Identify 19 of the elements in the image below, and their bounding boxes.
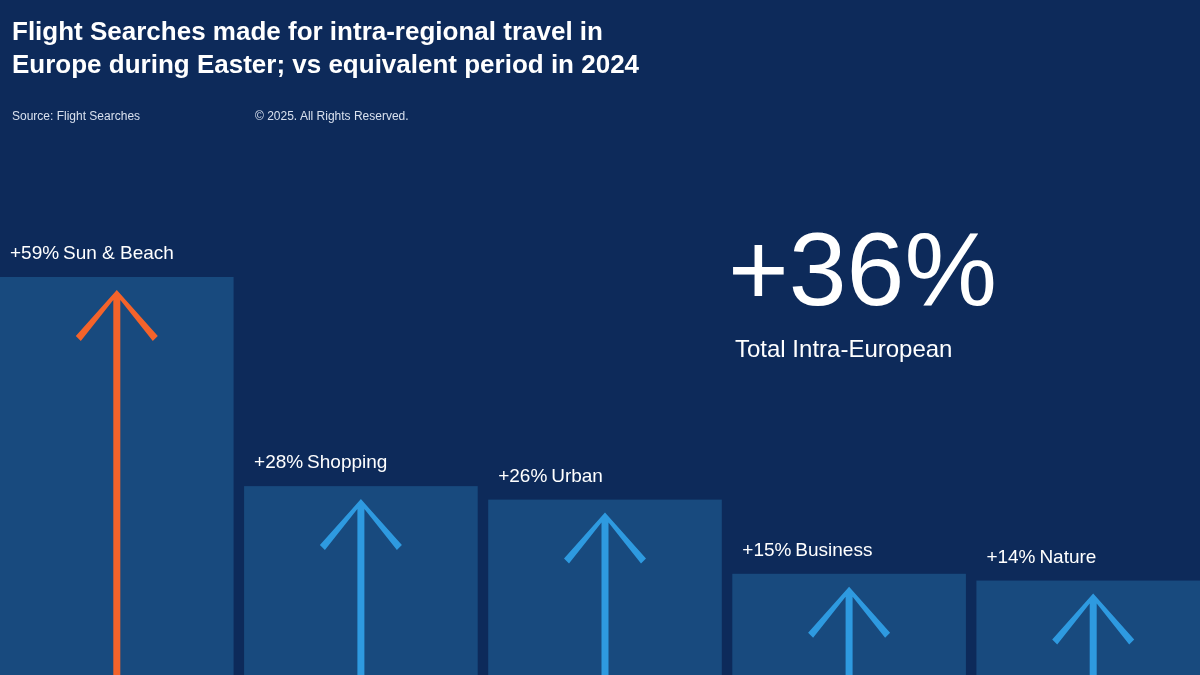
data-label: +59% xyxy=(10,242,60,263)
bar xyxy=(244,486,478,675)
text: © 2025. All Rights Reserved. xyxy=(255,109,409,123)
chart-title: Flight Searches made for intra-regional travel in Europe during Easter; vs equivalent period in 2024 xyxy=(12,16,640,79)
bar xyxy=(0,277,234,675)
x-tick-label: Business xyxy=(795,538,873,560)
data-label: +14% xyxy=(986,545,1036,567)
bar xyxy=(488,499,722,675)
data-label: +15% xyxy=(742,538,792,560)
data-label: +26% xyxy=(498,464,548,486)
annotation: Total Intra-European xyxy=(735,335,953,362)
annotation: +36% xyxy=(728,211,997,327)
source-note: Source: Flight Searches xyxy=(12,109,141,123)
bar xyxy=(732,573,966,675)
x-tick-label: Sun & Beach xyxy=(63,242,174,263)
x-tick-label: Shopping xyxy=(307,451,388,473)
x-tick-label: Urban xyxy=(551,464,603,486)
x-tick-label: Nature xyxy=(1039,545,1097,567)
data-label: +28% xyxy=(254,451,304,473)
